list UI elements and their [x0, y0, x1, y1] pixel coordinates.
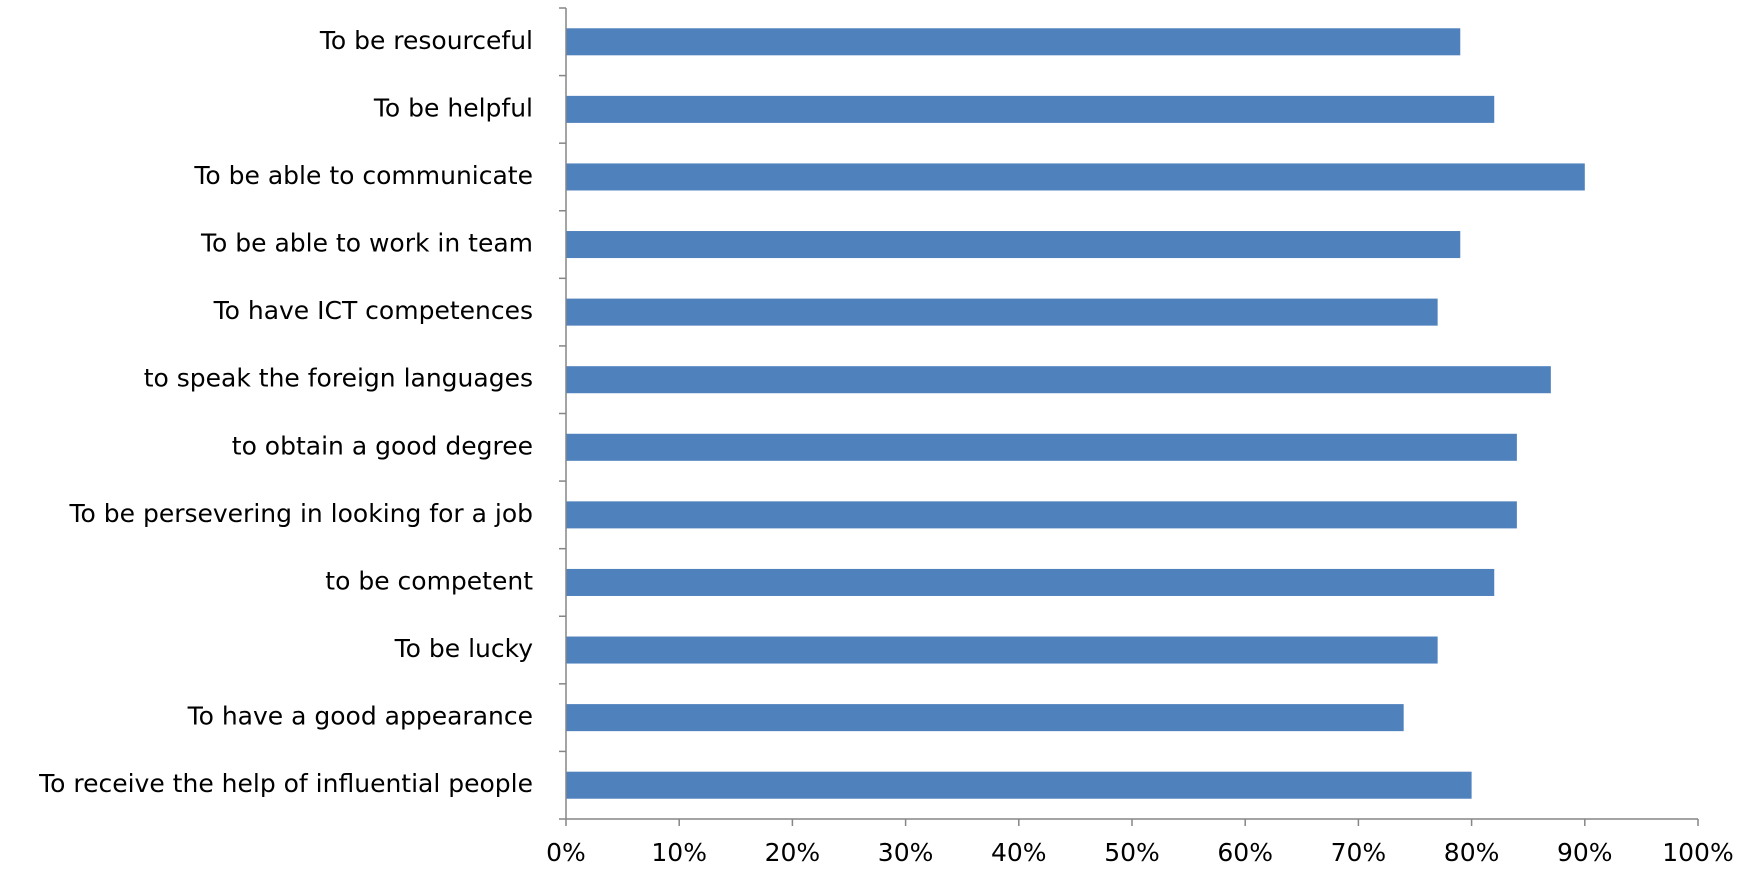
- bar: [566, 366, 1551, 394]
- bar: [566, 28, 1461, 56]
- category-label: to be competent: [325, 566, 533, 595]
- bar: [566, 163, 1585, 191]
- x-tick-label: 30%: [878, 838, 934, 867]
- x-tick-label: 20%: [765, 838, 821, 867]
- category-label: To be helpful: [373, 93, 533, 122]
- category-label: To have ICT competences: [213, 296, 533, 325]
- bar: [566, 636, 1438, 664]
- bar: [566, 433, 1517, 461]
- bar: [566, 704, 1404, 732]
- x-tick-label: 0%: [546, 838, 586, 867]
- x-tick-label: 50%: [1104, 838, 1160, 867]
- category-label: To be able to work in team: [200, 229, 533, 258]
- category-labels-layer: To be resourceful To be helpful To be able…: [38, 26, 533, 798]
- axes-layer: [559, 7, 1699, 826]
- category-label: To be lucky: [394, 634, 534, 663]
- x-tick-label: 90%: [1557, 838, 1613, 867]
- category-label: To be persevering in looking for a job: [68, 499, 533, 528]
- x-tick-label: 100%: [1662, 838, 1733, 867]
- x-tick-label: 40%: [991, 838, 1047, 867]
- category-label: To be resourceful: [319, 26, 533, 55]
- bars-layer: [566, 28, 1585, 799]
- x-tick-label: 10%: [651, 838, 707, 867]
- category-label: to obtain a good degree: [232, 431, 533, 460]
- bar: [566, 95, 1495, 123]
- category-label: To have a good appearance: [187, 702, 533, 731]
- bar: [566, 231, 1461, 259]
- category-label: To be able to communicate: [193, 161, 533, 190]
- x-tick-label: 60%: [1217, 838, 1273, 867]
- category-label: to speak the foreign languages: [144, 364, 533, 393]
- x-tick-label: 70%: [1331, 838, 1387, 867]
- x-tick-label: 80%: [1444, 838, 1500, 867]
- category-label: To receive the help of influential peopl…: [38, 769, 533, 798]
- bar: [566, 771, 1472, 799]
- bar: [566, 568, 1495, 596]
- bar: [566, 298, 1438, 326]
- tick-labels-layer: 0% 10% 20% 30% 40% 50% 60% 70% 80% 90% 100%: [546, 838, 1734, 867]
- bar: [566, 501, 1517, 529]
